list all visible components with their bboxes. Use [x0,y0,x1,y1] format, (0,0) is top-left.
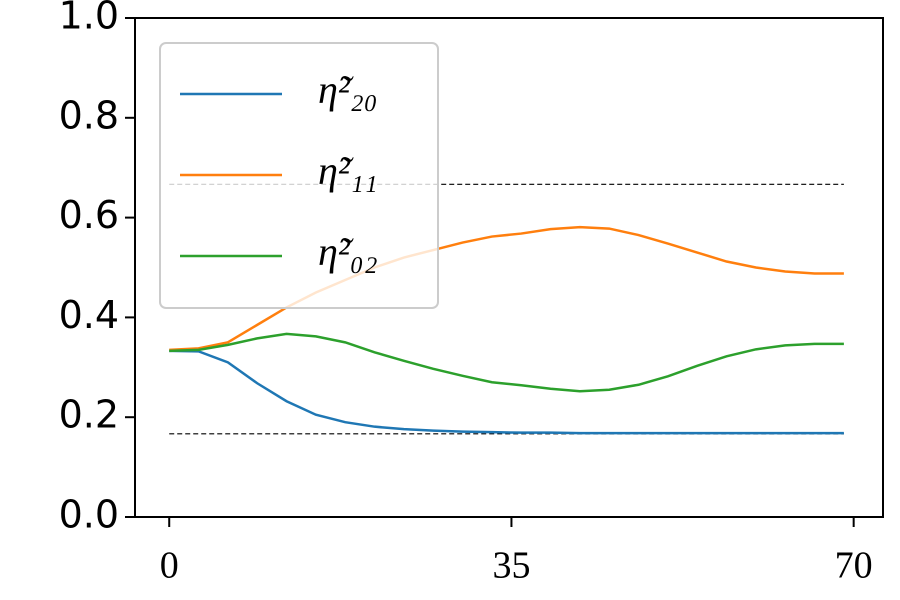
x-tick-label: 35 [492,545,530,587]
y-tick-label: 0.0 [59,493,119,537]
legend: η̃²₂₀ η̃²₁₁ η̃²₀₂ [159,42,439,309]
series-line [169,225,844,352]
series-line [169,349,844,435]
y-tick-label: 0.6 [59,193,119,237]
axes-frame [134,17,884,518]
x-tick-label: 0 [160,545,179,587]
y-tick-label: 0.4 [59,293,119,337]
legend-label: η̃²₀₂ [318,229,378,274]
series-line [169,332,844,393]
y-tick-label: 0.2 [59,393,119,437]
legend-label: η̃²₁₁ [318,148,378,193]
y-tick-label: 0.8 [59,93,119,137]
legend-label: η̃²₂₀ [318,67,378,112]
y-tick-label: 1.0 [59,0,119,38]
legend-box [159,42,439,309]
x-tick-label: 70 [835,545,873,587]
